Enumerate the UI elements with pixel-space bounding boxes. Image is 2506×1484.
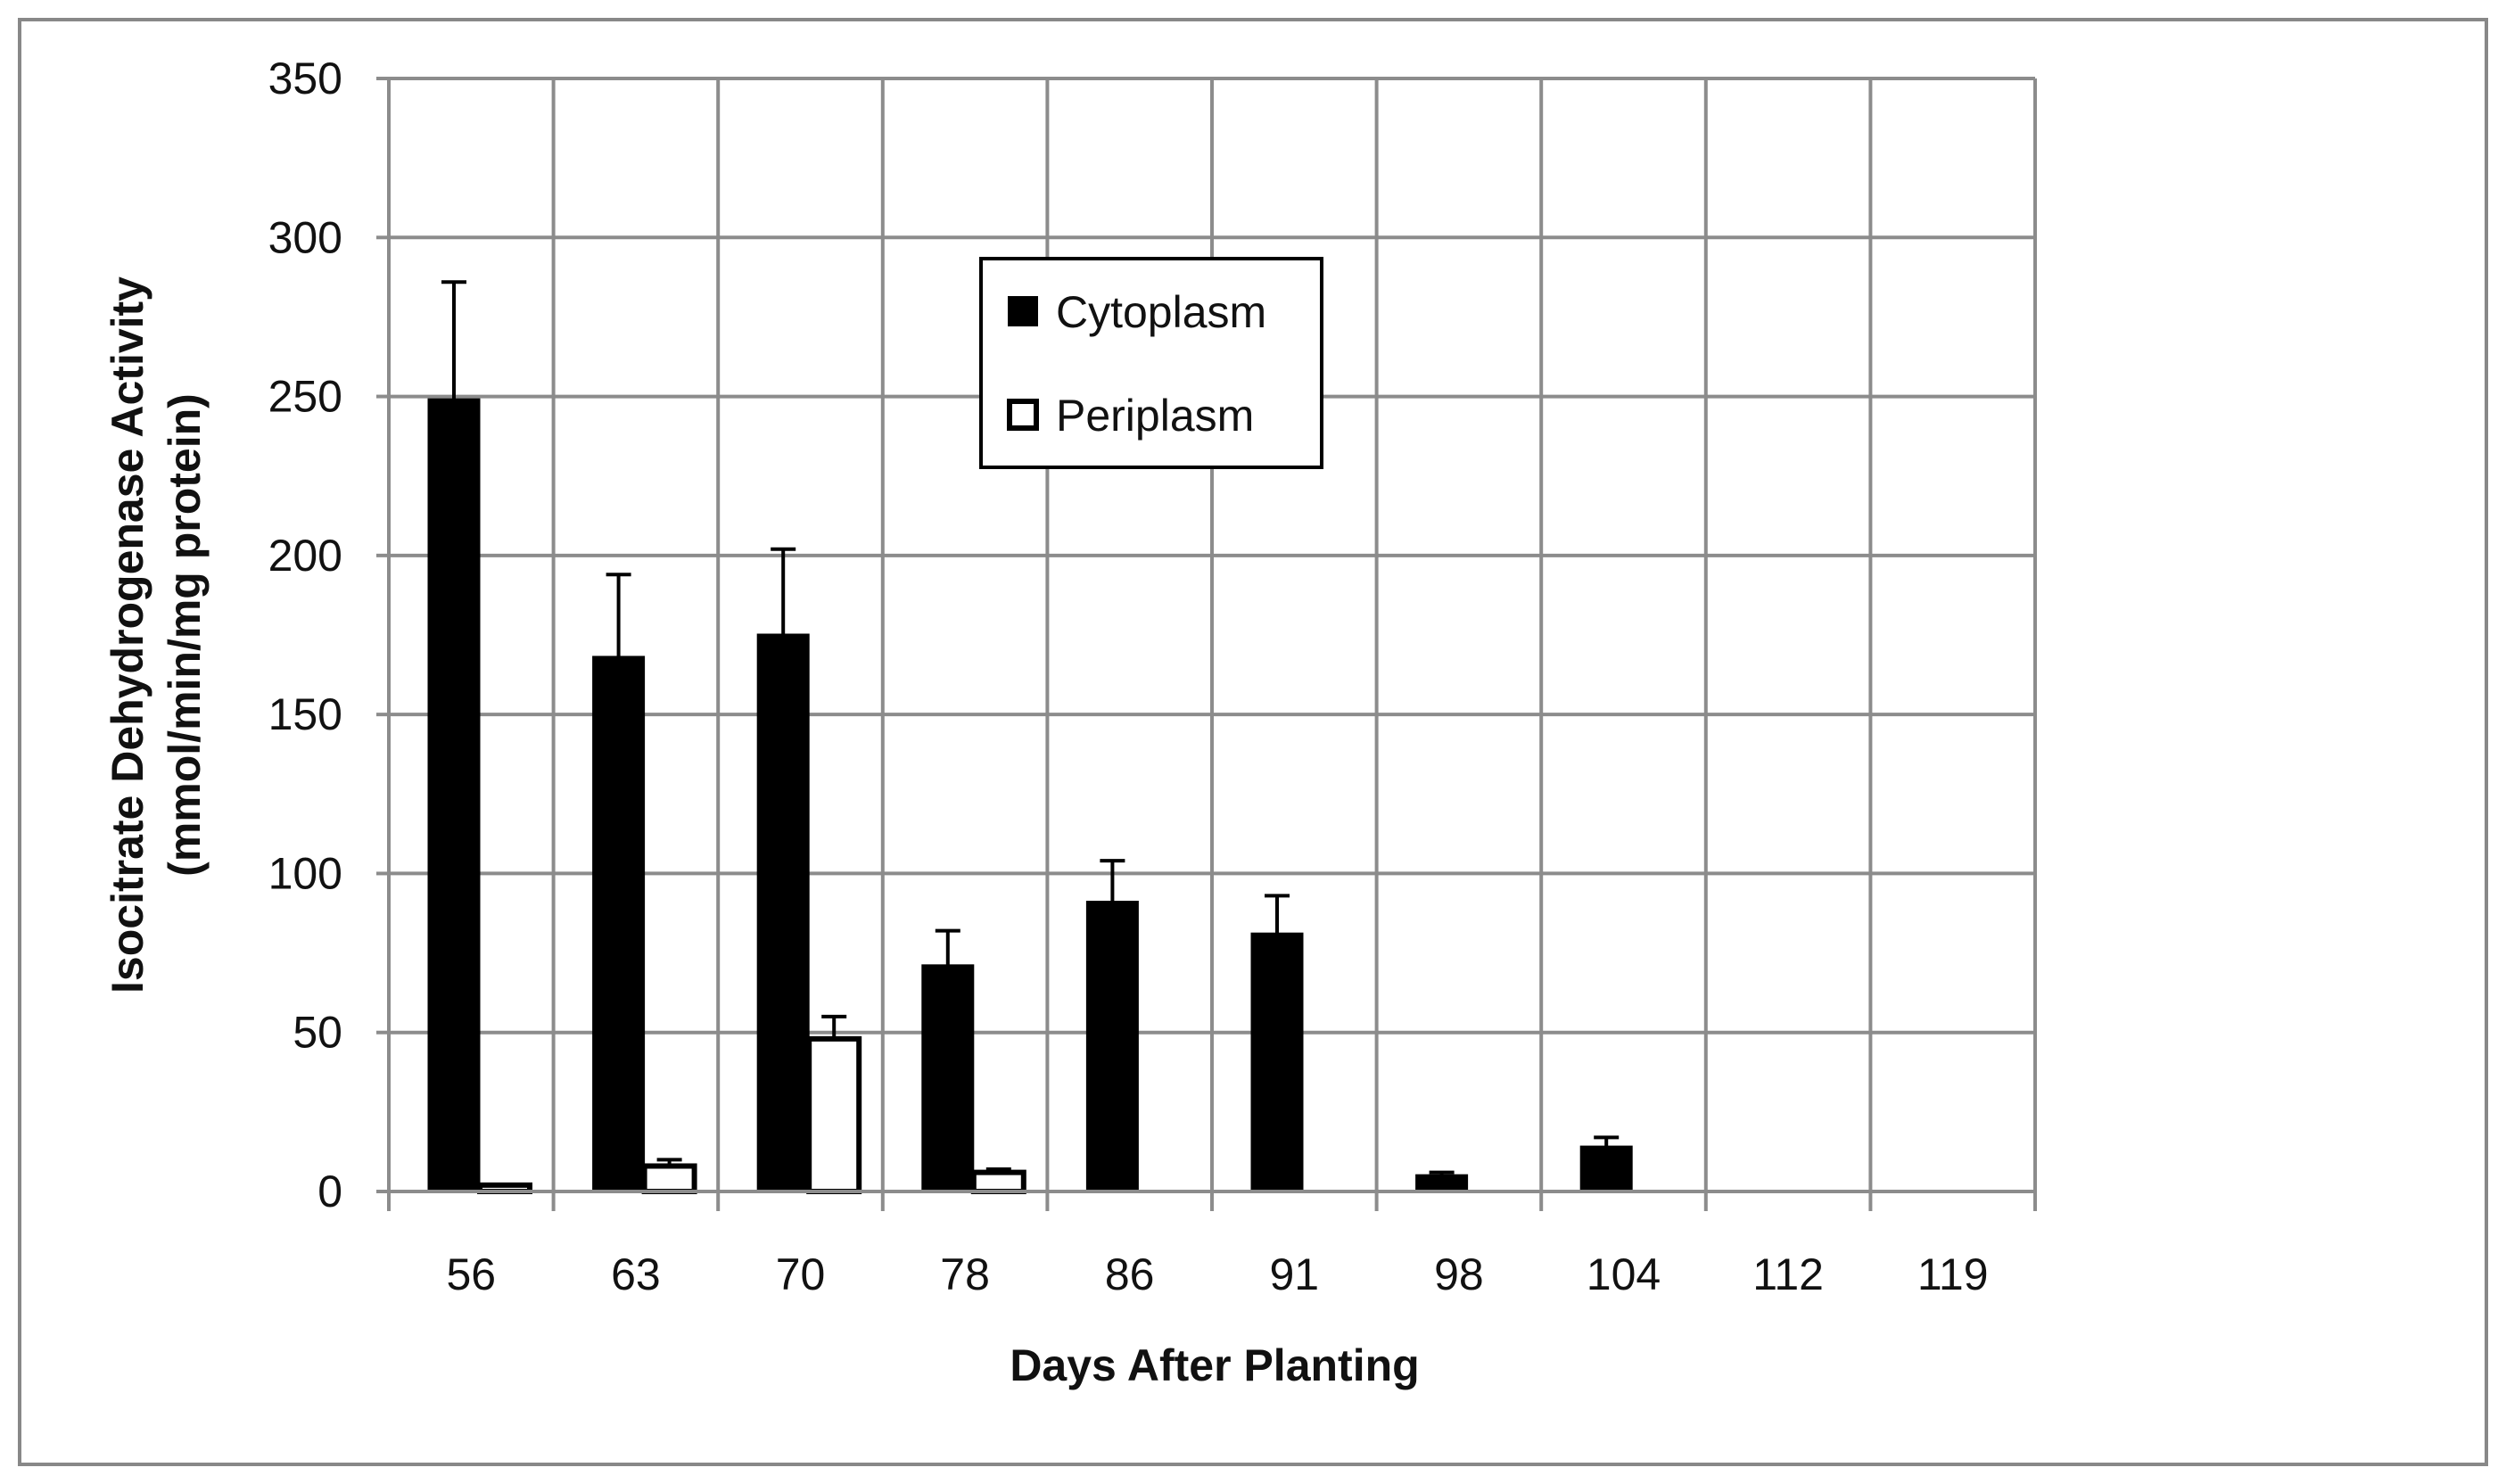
bar-cytoplasm	[427, 398, 481, 1193]
legend-swatch-periplasm	[1007, 399, 1039, 431]
y-tick-label: 250	[268, 372, 342, 422]
bar-cytoplasm	[1250, 932, 1304, 1193]
y-tick-labels: 0 50 100 150 200 250 300 350	[268, 54, 342, 1216]
gridlines	[389, 77, 2037, 1191]
bars-group	[427, 398, 1633, 1194]
y-tick-label: 300	[268, 212, 342, 262]
axes-group	[376, 77, 2037, 1211]
y-tick-label: 0	[317, 1167, 342, 1216]
y-tick-label: 350	[268, 54, 342, 103]
legend-box	[979, 257, 1323, 469]
x-tick-labels: 56 63 70 78 86 91 98 104 112 119	[446, 1249, 1988, 1299]
x-tick-label: 56	[446, 1249, 496, 1299]
bar-periplasm	[806, 1035, 862, 1194]
y-tick-label: 200	[268, 531, 342, 581]
x-tick-label: 63	[611, 1249, 661, 1299]
x-axis-title: Days After Planting	[1010, 1340, 1419, 1390]
bar-cytoplasm	[1579, 1145, 1633, 1193]
x-tick-label: 70	[776, 1249, 826, 1299]
legend-label-cytoplasm: Cytoplasm	[1056, 287, 1266, 337]
bar-cytoplasm	[1415, 1174, 1469, 1193]
bar-periplasm	[641, 1163, 697, 1194]
x-tick-label: 98	[1434, 1249, 1484, 1299]
legend-swatch-cytoplasm	[1008, 296, 1038, 326]
x-tick-label: 112	[1752, 1249, 1824, 1299]
legend-label-periplasm: Periplasm	[1056, 391, 1254, 441]
y-tick-label: 50	[293, 1008, 342, 1058]
y-axis-title-line-1: Isocitrate Dehydrogenase Activity	[103, 276, 153, 993]
x-tick-label: 91	[1269, 1249, 1319, 1299]
y-tick-label: 100	[268, 848, 342, 898]
bar-cytoplasm	[592, 655, 646, 1193]
x-tick-label: 104	[1587, 1249, 1661, 1299]
x-tick-label: 119	[1917, 1249, 1989, 1299]
x-tick-label: 86	[1105, 1249, 1155, 1299]
y-axis-title-line-2: (mmol/min/mg protein)	[160, 393, 210, 877]
bar-cytoplasm	[921, 964, 975, 1193]
y-tick-label: 150	[268, 689, 342, 739]
legend: Cytoplasm Periplasm	[979, 257, 1323, 469]
y-axis-title-group: Isocitrate Dehydrogenase Activity (mmol/…	[103, 276, 210, 993]
bar-periplasm	[970, 1169, 1026, 1194]
x-tick-label: 78	[940, 1249, 990, 1299]
error-bars-group	[441, 280, 1620, 1176]
bar-cytoplasm	[756, 633, 810, 1193]
bar-cytoplasm	[1085, 901, 1139, 1193]
